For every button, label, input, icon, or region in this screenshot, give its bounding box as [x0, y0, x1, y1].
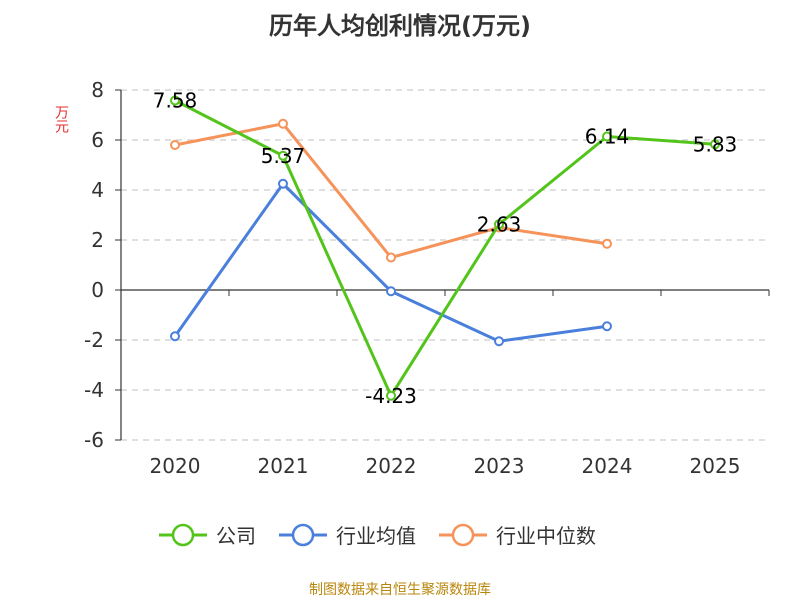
data-label: 5.83: [693, 132, 738, 156]
legend-marker-icon: [439, 523, 487, 546]
legend: 公司 行业均值 行业中位数: [158, 520, 618, 549]
data-point: [494, 219, 504, 230]
data-point: [386, 390, 396, 401]
data-label: 7.58: [153, 89, 198, 113]
data-point: [602, 238, 612, 249]
y-tick-label: -4: [84, 378, 104, 402]
data-point: [602, 131, 612, 142]
legend-label: 行业均值: [336, 524, 416, 548]
y-tick-label: -2: [84, 328, 104, 352]
x-tick-label: 2023: [474, 454, 525, 478]
x-tick-label: 2022: [366, 454, 417, 478]
legend-item-1[interactable]: 行业均值: [278, 520, 416, 549]
data-point: [170, 331, 180, 342]
legend-item-2[interactable]: 行业中位数: [438, 520, 596, 549]
y-tick-label: 4: [91, 178, 104, 202]
y-tick-label: 8: [91, 78, 104, 102]
series-line-0: [174, 99, 716, 398]
legend-label: 公司: [216, 524, 256, 548]
y-tick-label: 0: [91, 278, 104, 302]
legend-marker-icon: [279, 523, 327, 546]
data-point: [170, 95, 180, 106]
data-point: [386, 252, 396, 263]
series-lines: [170, 95, 720, 401]
y-tick-label: 6: [91, 128, 104, 152]
source-note: 制图数据来自恒生聚源数据库: [309, 582, 491, 598]
x-tick-label: 2021: [258, 454, 309, 478]
axes: 8 6 4 2 0 -2 -4 -6 2020 2021 2022 2023 2024 2025: [84, 78, 770, 478]
data-point: [386, 286, 396, 297]
data-point: [170, 140, 180, 150]
data-point: [602, 321, 612, 332]
y-tick-label: -6: [84, 428, 104, 452]
data-point: [494, 336, 504, 347]
x-tick-label: 2025: [690, 454, 741, 478]
legend-label: 行业中位数: [496, 524, 596, 548]
data-label: 6.14: [585, 125, 630, 149]
data-label: 2.63: [477, 212, 522, 236]
data-point: [710, 139, 720, 150]
data-labels: 7.58 5.37 -4.23 2.63 6.14 5.83: [153, 89, 738, 408]
legend-item-0[interactable]: 公司: [158, 520, 256, 549]
y-tick-label: 2: [91, 228, 104, 252]
data-point: [278, 150, 288, 161]
legend-marker-icon: [159, 523, 207, 546]
data-label: -4.23: [365, 384, 417, 408]
chart-title: 历年人均创利情况(万元): [269, 12, 531, 40]
x-tick-label: 2024: [582, 454, 633, 478]
data-point: [278, 118, 288, 129]
data-label: 5.37: [261, 144, 306, 168]
data-point: [278, 178, 288, 189]
x-tick-label: 2020: [150, 454, 201, 478]
y-axis-unit-label: 万元: [53, 105, 69, 133]
